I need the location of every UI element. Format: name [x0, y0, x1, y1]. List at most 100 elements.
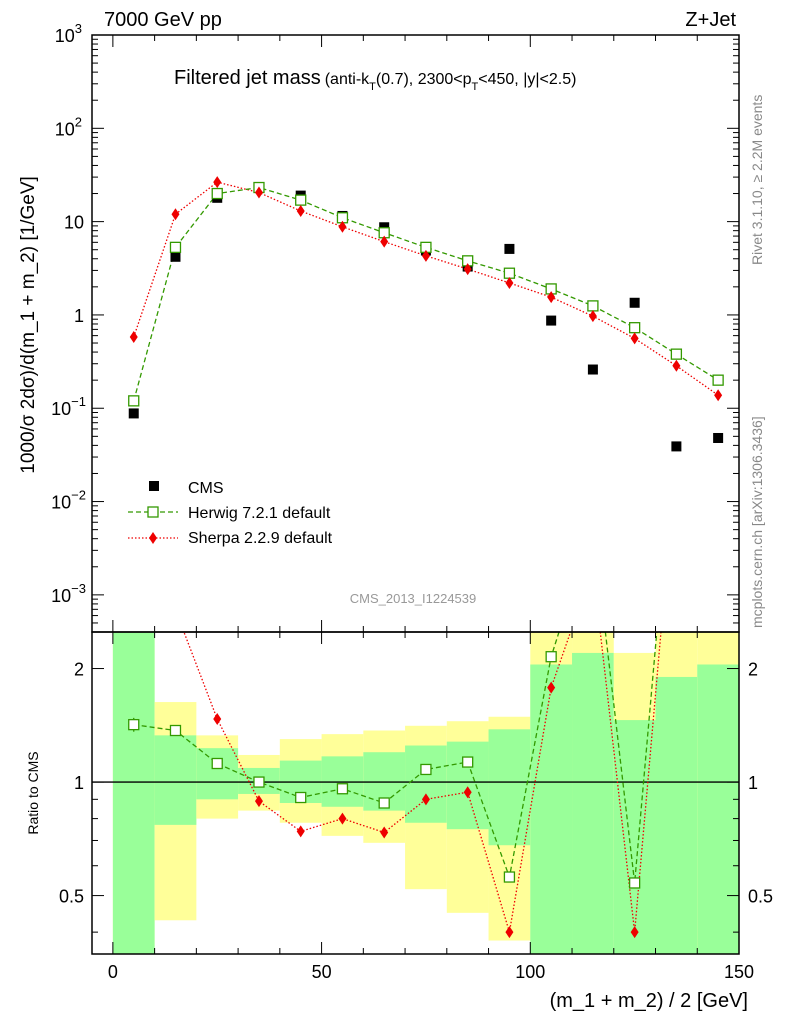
main-ytick-label: 1 — [74, 306, 84, 326]
herwig-point — [295, 194, 307, 206]
sherpa-line — [133, 181, 719, 396]
cms-point — [128, 408, 139, 419]
ratio-ytick-label-right: 1 — [748, 773, 758, 793]
herwig-point — [670, 348, 683, 360]
analysis-tag: CMS_2013_I1224539 — [350, 591, 477, 606]
herwig-line — [133, 186, 719, 402]
x-tick-label: 100 — [515, 962, 545, 982]
legend-label-cms: CMS — [188, 480, 224, 497]
header-right: Z+Jet — [685, 9, 736, 31]
herwig-point — [211, 187, 223, 200]
ratio-band-stat — [572, 652, 614, 954]
cms-point — [629, 297, 640, 308]
ratio-sherpa-line — [183, 632, 662, 933]
ratio-sherpa-point — [254, 795, 263, 808]
sherpa-point — [213, 176, 222, 189]
ratio-herwig-point — [253, 776, 265, 788]
sherpa-point — [254, 186, 263, 199]
herwig-point — [169, 241, 182, 254]
cms-point — [170, 251, 181, 262]
sherpa-point — [588, 310, 597, 323]
ratio-sherpa-point — [380, 826, 389, 839]
legend-label-sherpa: Sherpa 2.2.9 default — [188, 530, 333, 547]
ratio-herwig-point — [462, 756, 474, 768]
ratio-band-stat — [530, 664, 573, 954]
herwig-point — [128, 395, 140, 407]
ratio-herwig-point — [128, 718, 140, 731]
sherpa-point — [171, 208, 180, 221]
sherpa-point — [338, 220, 347, 233]
main-ytick-label: 102 — [55, 114, 82, 139]
main-ylabel: 1000/σ 2dσ)/d(m_1 + m_2) [1/GeV] — [18, 176, 39, 474]
ratio-band-stat — [697, 664, 739, 954]
main-series — [128, 176, 724, 452]
herwig-point — [503, 267, 516, 279]
ratio-herwig-point — [378, 797, 390, 809]
main-ytick-label: 10−2 — [51, 488, 86, 513]
ratio-sherpa-point — [213, 712, 222, 725]
ratio-ylabel: Ratio to CMS — [25, 751, 41, 834]
sherpa-point — [714, 389, 723, 402]
header-left: 7000 GeV pp — [104, 9, 222, 31]
ratio-herwig-point — [503, 871, 516, 883]
ratio-bands — [112, 632, 739, 954]
chart-title: Filtered jet mass (anti-kT(0.7), 2300<pT<… — [174, 67, 576, 93]
cms-point — [671, 441, 682, 452]
ratio-sherpa-point — [547, 681, 556, 694]
x-axis-label: (m_1 + m_2) / 2 [GeV] — [550, 990, 748, 1012]
ratio-sherpa-point — [296, 825, 305, 838]
ratio-ytick-label-right: 2 — [748, 660, 758, 680]
sherpa-point — [463, 263, 472, 276]
ratio-band-stat — [112, 632, 155, 954]
main-ytick-label: 103 — [55, 21, 82, 46]
legend-marker-sherpa — [149, 532, 157, 544]
ratio-band-stat — [154, 735, 197, 825]
sherpa-point — [129, 331, 138, 344]
sherpa-point — [505, 276, 514, 289]
side-rivet: Rivet 3.1.10, ≥ 2.2M events — [749, 95, 765, 265]
ratio-herwig-point — [545, 651, 557, 663]
sherpa-point — [380, 235, 389, 248]
sherpa-point — [547, 291, 556, 304]
ratio-herwig-point — [211, 757, 223, 770]
sherpa-point — [630, 332, 639, 345]
ratio-ytick-label-left: 2 — [74, 660, 84, 680]
x-tick-label: 0 — [108, 962, 118, 982]
ratio-sherpa-point — [505, 926, 514, 939]
ratio-ytick-label-left: 1 — [74, 773, 84, 793]
legend-marker-cms — [149, 481, 159, 491]
cms-point — [546, 315, 557, 326]
main-ytick-label: 10−3 — [51, 581, 86, 606]
ratio-band-stat — [488, 729, 531, 846]
side-mcplots: mcplots.cern.ch [arXiv:1306.3436] — [749, 416, 765, 628]
ratio-ytick-label-right: 0.5 — [748, 887, 773, 907]
sherpa-point — [296, 204, 305, 217]
ratio-herwig-point — [336, 783, 349, 795]
ratio-series — [128, 632, 662, 939]
main-ytick-label: 10−1 — [51, 394, 86, 419]
x-tick-label: 50 — [312, 962, 332, 982]
herwig-point — [587, 300, 599, 312]
ratio-sherpa-point — [463, 786, 472, 799]
herwig-point — [628, 322, 641, 334]
ratio-ytick-label-left: 0.5 — [59, 887, 84, 907]
ratio-herwig-point — [628, 877, 641, 889]
cms-point — [504, 243, 515, 254]
ratio-plot-frame — [91, 631, 740, 955]
legend-label-herwig: Herwig 7.2.1 default — [188, 505, 331, 522]
herwig-point — [712, 374, 724, 386]
ratio-sherpa-point — [421, 793, 430, 806]
cms-point — [587, 364, 598, 375]
sherpa-point — [672, 359, 681, 372]
ratio-band-stat — [196, 748, 239, 800]
ratio-sherpa-point — [630, 926, 639, 939]
cms-point — [713, 432, 724, 443]
ratio-herwig-line — [133, 632, 658, 884]
ratio-herwig-point — [169, 724, 182, 737]
sherpa-point — [421, 249, 430, 262]
legend: CMS Herwig 7.2.1 default Sherpa 2.2.9 de… — [128, 480, 333, 547]
ratio-band-stat — [446, 741, 489, 830]
ratio-band-stat — [405, 745, 447, 823]
ratio-herwig-point — [295, 791, 307, 804]
